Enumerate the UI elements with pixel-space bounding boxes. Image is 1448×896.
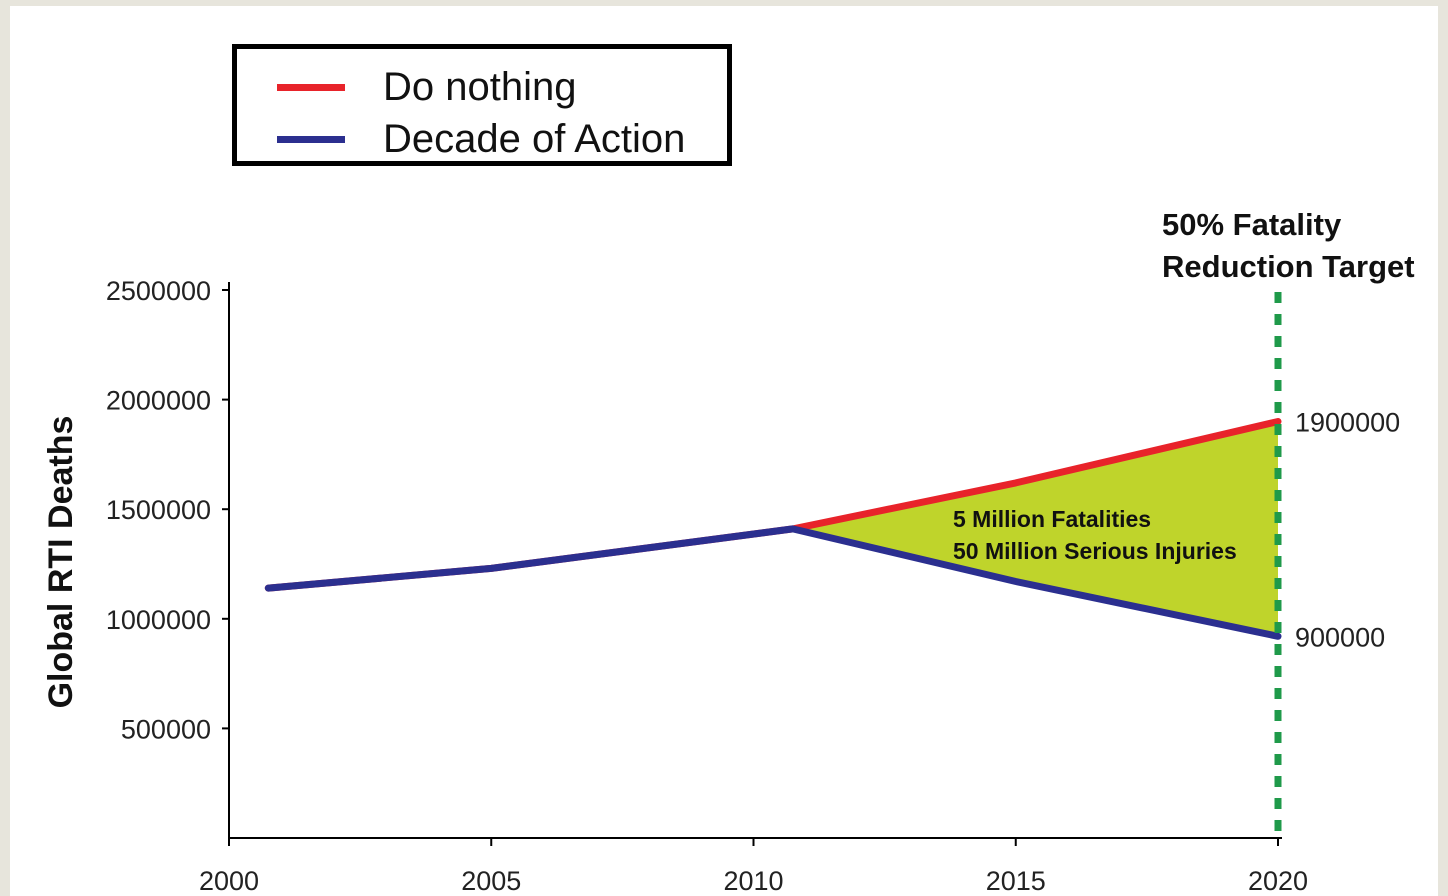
data-point: [490, 567, 492, 569]
legend-swatch-decade-of-action: [277, 135, 345, 143]
legend-label-do-nothing: Do nothing: [383, 64, 577, 109]
legend: Do nothing Decade of Action: [232, 44, 732, 166]
data-point: [792, 528, 794, 530]
gap-annotation: 5 Million Fatalities: [953, 506, 1151, 532]
gap-annotation: 50 Million Serious Injuries: [953, 538, 1237, 564]
legend-item-decade-of-action: Decade of Action: [277, 113, 685, 165]
x-tick-label: 2015: [986, 866, 1046, 896]
x-tick-label: 2005: [461, 866, 521, 896]
target-label: Reduction Target: [1162, 249, 1415, 284]
x-tick-label: 2020: [1248, 866, 1308, 896]
data-point: [1277, 635, 1279, 637]
legend-item-do-nothing: Do nothing: [277, 61, 576, 113]
x-tick-label: 2000: [199, 866, 259, 896]
data-point: [1015, 581, 1017, 583]
y-tick-label: 1500000: [106, 495, 211, 525]
legend-label-decade-of-action: Decade of Action: [383, 116, 686, 161]
x-tick-label: 2010: [723, 866, 783, 896]
data-point: [267, 587, 269, 589]
target-label: 50% Fatality: [1162, 207, 1342, 242]
y-axis-label: Global RTI Deaths: [42, 416, 80, 709]
data-point: [1277, 421, 1279, 423]
y-tick-label: 2500000: [106, 276, 211, 306]
y-tick-label: 2000000: [106, 386, 211, 416]
y-tick-label: 1000000: [106, 605, 211, 635]
data-point: [1015, 482, 1017, 484]
y-tick-label: 500000: [121, 714, 211, 744]
legend-swatch-do-nothing: [277, 83, 345, 91]
gap-area: [792, 421, 1278, 637]
end-value-label: 1900000: [1295, 408, 1400, 438]
end-value-label: 900000: [1295, 622, 1385, 652]
